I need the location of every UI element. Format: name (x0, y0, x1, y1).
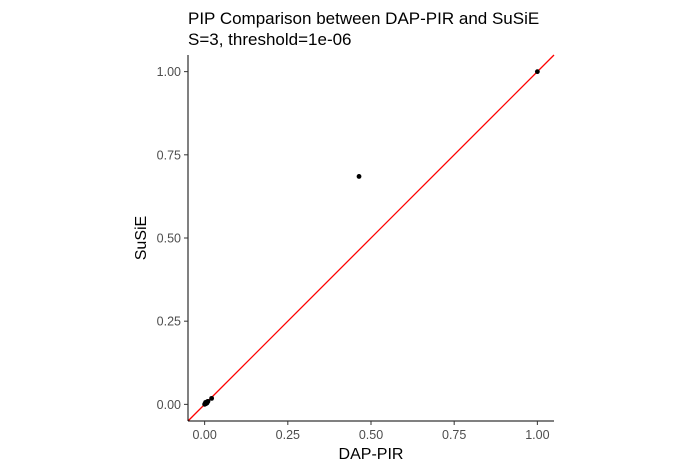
y-tick-label: 0.75 (157, 148, 181, 162)
chart-subtitle: S=3, threshold=1e-06 (188, 30, 352, 49)
x-tick-label: 0.50 (359, 428, 383, 442)
plot-area (187, 54, 555, 422)
x-axis-title: DAP-PIR (339, 446, 404, 463)
x-tick-label: 0.00 (192, 428, 216, 442)
x-tick-label: 1.00 (525, 428, 549, 442)
data-point (209, 395, 215, 401)
chart-title: PIP Comparison between DAP-PIR and SuSiE (188, 9, 539, 28)
data-point (356, 174, 362, 179)
y-tick-label: 1.00 (157, 65, 181, 79)
reference-line (187, 54, 555, 422)
y-tick-label: 0.00 (157, 398, 181, 412)
data-point (205, 398, 211, 404)
x-tick-label: 0.75 (442, 428, 466, 442)
y-axis-title: SuSiE (133, 216, 150, 260)
x-tick-label: 0.25 (276, 428, 300, 442)
y-tick-label: 0.50 (157, 232, 181, 246)
y-axis-ticks: 0.00 0.25 0.50 0.75 1.00 (157, 65, 188, 412)
data-point (534, 69, 540, 75)
y-tick-label: 0.25 (157, 315, 181, 329)
x-axis-ticks: 0.00 0.25 0.50 0.75 1.00 (192, 421, 550, 442)
